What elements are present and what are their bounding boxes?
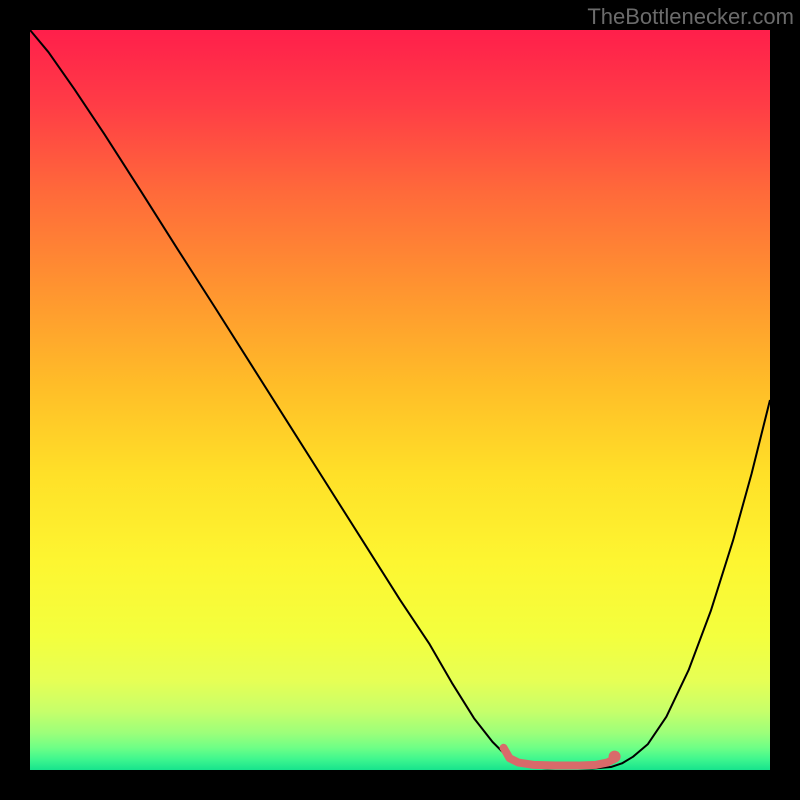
gradient-background: [30, 30, 770, 770]
watermark-text: TheBottlenecker.com: [587, 4, 794, 30]
chart-plot-area: [30, 30, 770, 770]
marker-end-dot: [609, 751, 621, 763]
chart-frame: TheBottlenecker.com: [0, 0, 800, 800]
chart-svg: [30, 30, 770, 770]
